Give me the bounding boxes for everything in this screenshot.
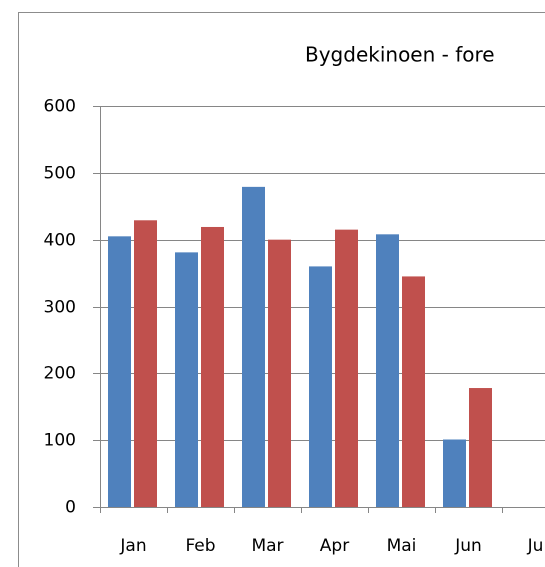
bar [335, 229, 358, 507]
y-tick-label: 100 [44, 431, 76, 451]
x-tick-label: Feb [185, 536, 215, 556]
bar [376, 234, 399, 507]
y-tick-label: 600 [44, 97, 76, 117]
y-tick-label: 400 [44, 231, 76, 251]
x-tick-label: Mar [251, 536, 283, 556]
bar [201, 226, 224, 508]
y-tick-label: 500 [44, 164, 76, 184]
x-tick-label: Jan [119, 536, 146, 556]
bar [242, 186, 265, 507]
x-tick-label: Ju [527, 536, 544, 556]
bar [402, 276, 425, 507]
bar [469, 388, 492, 507]
chart-title: Bygdekinoen - fore [305, 43, 495, 67]
x-tick-label: Mai [387, 536, 417, 556]
y-tick-label: 0 [65, 498, 76, 518]
bar [268, 239, 291, 507]
bar [134, 220, 157, 507]
x-tick-label: Apr [320, 536, 349, 556]
bar [309, 266, 332, 507]
x-tick-label: Jun [454, 536, 482, 556]
bar [175, 252, 198, 507]
bar [443, 439, 466, 507]
bar [108, 236, 131, 507]
y-tick-label: 300 [44, 298, 76, 318]
y-tick-label: 200 [44, 364, 76, 384]
